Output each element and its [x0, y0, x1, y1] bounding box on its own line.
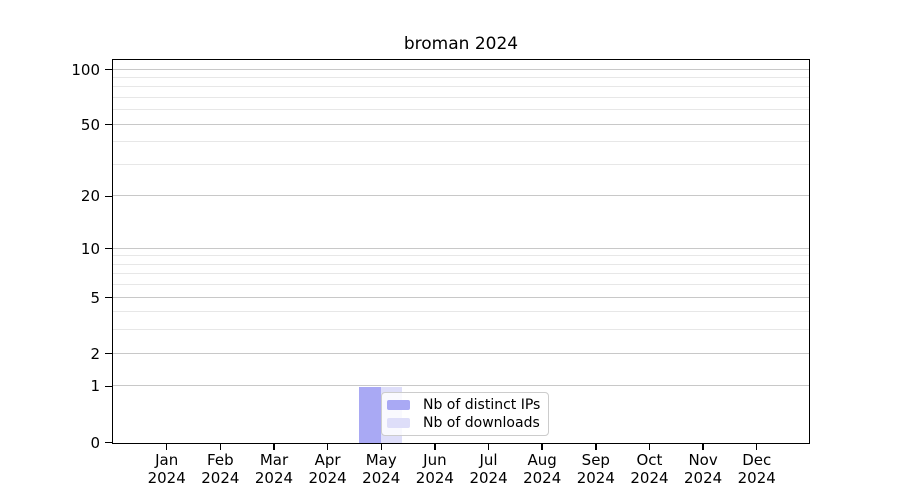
bar-distinct-ips: [359, 386, 381, 443]
x-tick-mark: [434, 443, 436, 450]
y-tick-label: 1: [90, 377, 100, 396]
x-tick-year: 2024: [523, 468, 562, 487]
x-tick-label: Sep 2024: [556, 451, 636, 487]
x-tick-label: Jun 2024: [395, 451, 475, 487]
x-tick-label: Oct 2024: [609, 451, 689, 487]
y-tick-mark: [105, 123, 112, 126]
x-tick-year: 2024: [362, 468, 401, 487]
x-tick-month: Oct: [636, 451, 663, 469]
gridline-minor: [113, 273, 809, 275]
x-tick-mark: [380, 443, 382, 450]
x-tick-mark: [755, 443, 758, 450]
gridline-major: [113, 123, 809, 125]
gridline-minor: [113, 163, 809, 165]
y-tick-mark: [105, 385, 112, 388]
x-tick-label: Feb 2024: [180, 451, 260, 487]
y-tick-label: 10: [80, 239, 100, 258]
x-tick-year: 2024: [415, 468, 454, 487]
x-tick-month: Apr: [314, 451, 341, 469]
gridline-minor: [113, 263, 809, 265]
gridline-major: [113, 385, 809, 387]
x-tick-label: Nov 2024: [663, 451, 743, 487]
x-tick-mark: [595, 443, 597, 450]
x-tick-year: 2024: [254, 468, 294, 487]
x-tick-month: Jun: [423, 451, 447, 469]
x-tick-year: 2024: [576, 468, 615, 487]
x-tick-label: Aug 2024: [502, 451, 582, 487]
y-tick-label: 100: [71, 60, 100, 79]
x-tick-mark: [165, 443, 168, 450]
gridline-minor: [113, 96, 809, 98]
legend-row: Nb of distinct IPs: [387, 396, 540, 414]
x-tick-mark: [326, 443, 329, 450]
x-tick-mark: [487, 443, 490, 450]
gridline-minor: [113, 141, 809, 143]
x-tick-month: Mar: [259, 451, 289, 469]
legend-swatch: [387, 400, 410, 410]
y-tick-mark: [105, 247, 112, 250]
gridline-major: [113, 195, 809, 197]
y-tick-label: 0: [90, 433, 100, 452]
x-tick-year: 2024: [469, 468, 508, 487]
x-tick-month: Dec: [742, 451, 772, 469]
legend-label: Nb of downloads: [423, 415, 540, 431]
y-tick-mark: [105, 68, 112, 71]
gridline-major: [113, 352, 809, 354]
y-tick-mark: [105, 195, 112, 198]
x-tick-year: 2024: [147, 468, 186, 487]
gridline-minor: [113, 311, 809, 313]
x-tick-year: 2024: [684, 468, 723, 487]
y-tick-mark: [105, 441, 112, 444]
gridline-major: [113, 296, 809, 298]
gridline-minor: [113, 284, 809, 286]
x-tick-month: Jul: [479, 451, 498, 469]
y-tick-label: 20: [80, 187, 100, 206]
x-tick-mark: [273, 443, 275, 450]
x-tick-label: Dec 2024: [717, 451, 797, 487]
x-tick-month: May: [365, 451, 397, 469]
x-tick-year: 2024: [630, 468, 669, 487]
legend-swatch: [387, 418, 410, 428]
x-tick-month: Jan: [155, 451, 179, 469]
gridline-major: [113, 68, 809, 70]
gridline-minor: [113, 109, 809, 111]
y-tick-label: 2: [90, 344, 100, 363]
legend: Nb of distinct IPs Nb of downloads: [381, 392, 550, 436]
x-tick-label: Apr 2024: [288, 451, 368, 487]
x-tick-month: Feb: [207, 451, 234, 469]
gridline-minor: [113, 86, 809, 88]
x-tick-mark: [648, 443, 651, 450]
gridline-major: [113, 247, 809, 249]
gridline-minor: [113, 76, 809, 78]
gridline-minor: [113, 329, 809, 331]
legend-row: Nb of downloads: [387, 414, 540, 432]
legend-label: Nb of distinct IPs: [423, 397, 541, 413]
x-tick-year: 2024: [737, 468, 776, 487]
y-tick-label: 5: [90, 288, 100, 307]
x-tick-month: Nov: [688, 451, 718, 469]
chart-title: broman 2024: [403, 34, 519, 54]
x-tick-label: May 2024: [341, 451, 421, 487]
x-tick-month: Sep: [581, 451, 610, 469]
y-tick-mark: [105, 352, 112, 355]
gridline-minor: [113, 255, 809, 257]
x-tick-mark: [541, 443, 543, 450]
x-tick-label: Jul 2024: [449, 451, 529, 487]
x-tick-mark: [702, 443, 704, 450]
y-tick-label: 50: [80, 115, 100, 134]
x-tick-year: 2024: [308, 468, 347, 487]
x-tick-label: Mar 2024: [234, 451, 314, 487]
x-tick-mark: [219, 443, 222, 450]
x-tick-label: Jan 2024: [127, 451, 207, 487]
y-tick-mark: [105, 296, 112, 299]
plot-area: [112, 59, 810, 444]
x-tick-month: Aug: [527, 451, 557, 469]
x-tick-year: 2024: [201, 468, 240, 487]
